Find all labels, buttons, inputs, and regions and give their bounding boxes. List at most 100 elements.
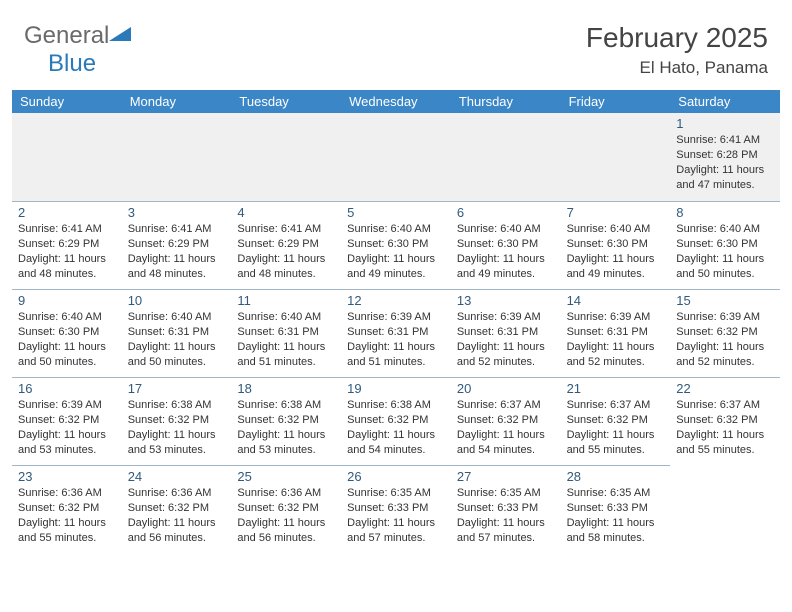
location: El Hato, Panama [586, 58, 768, 78]
day-details: Sunrise: 6:36 AMSunset: 6:32 PMDaylight:… [18, 486, 116, 545]
day-details: Sunrise: 6:41 AMSunset: 6:28 PMDaylight:… [676, 133, 774, 192]
day-11: 11Sunrise: 6:40 AMSunset: 6:31 PMDayligh… [231, 289, 341, 377]
calendar: SundayMondayTuesdayWednesdayThursdayFrid… [12, 90, 780, 553]
day-6: 6 Sunrise: 6:40 AMSunset: 6:30 PMDaylight… [451, 201, 561, 289]
empty-cell [341, 113, 451, 201]
day-number: 21 [567, 381, 665, 396]
day-19: 19 Sunrise: 6:38 AMSunset: 6:32 PMDayligh… [341, 377, 451, 465]
day-number: 24 [128, 469, 226, 484]
week-row: 2Sunrise: 6:41 AMSunset: 6:29 PMDaylight… [12, 201, 780, 289]
day-details: Sunrise: 6:39 AMSunset: 6:32 PMDaylight:… [18, 398, 116, 457]
day-number: 5 [347, 205, 445, 220]
day-details: Sunrise: 6:40 AMSunset: 6:30 PMDaylight:… [567, 222, 665, 281]
day-details: Sunrise: 6:37 AMSunset: 6:32 PMDaylight:… [676, 398, 774, 457]
day-number: 23 [18, 469, 116, 484]
day-number: 16 [18, 381, 116, 396]
day-details: Sunrise: 6:40 AMSunset: 6:31 PMDaylight:… [128, 310, 226, 369]
dow-friday: Friday [561, 90, 671, 113]
day-number: 7 [567, 205, 665, 220]
month-title: February 2025 [586, 22, 768, 54]
dow-monday: Monday [122, 90, 232, 113]
dow-saturday: Saturday [670, 90, 780, 113]
empty-cell [451, 113, 561, 201]
day-number: 25 [237, 469, 335, 484]
day-number: 19 [347, 381, 445, 396]
day-number: 6 [457, 205, 555, 220]
day-22: 22 Sunrise: 6:37 AMSunset: 6:32 PMDayligh… [670, 377, 780, 465]
day-details: Sunrise: 6:38 AMSunset: 6:32 PMDaylight:… [237, 398, 335, 457]
empty-cell [231, 113, 341, 201]
day-details: Sunrise: 6:39 AMSunset: 6:31 PMDaylight:… [457, 310, 555, 369]
day-number: 11 [237, 293, 335, 308]
day-number: 22 [676, 381, 774, 396]
day-details: Sunrise: 6:40 AMSunset: 6:30 PMDaylight:… [18, 310, 116, 369]
day-of-week-row: SundayMondayTuesdayWednesdayThursdayFrid… [12, 90, 780, 113]
day-25: 25 Sunrise: 6:36 AMSunset: 6:32 PMDayligh… [231, 465, 341, 553]
day-28: 28 Sunrise: 6:35 AMSunset: 6:33 PMDayligh… [561, 465, 671, 553]
day-details: Sunrise: 6:35 AMSunset: 6:33 PMDaylight:… [347, 486, 445, 545]
day-17: 17Sunrise: 6:38 AMSunset: 6:32 PMDayligh… [122, 377, 232, 465]
day-details: Sunrise: 6:36 AMSunset: 6:32 PMDaylight:… [128, 486, 226, 545]
day-details: Sunrise: 6:40 AMSunset: 6:30 PMDaylight:… [676, 222, 774, 281]
day-20: 20 Sunrise: 6:37 AMSunset: 6:32 PMDayligh… [451, 377, 561, 465]
day-details: Sunrise: 6:37 AMSunset: 6:32 PMDaylight:… [457, 398, 555, 457]
day-5: 5 Sunrise: 6:40 AMSunset: 6:30 PMDaylight… [341, 201, 451, 289]
day-number: 9 [18, 293, 116, 308]
day-7: 7 Sunrise: 6:40 AMSunset: 6:30 PMDaylight… [561, 201, 671, 289]
day-number: 13 [457, 293, 555, 308]
week-row: 16 Sunrise: 6:39 AMSunset: 6:32 PMDayligh… [12, 377, 780, 465]
logo: General [24, 22, 131, 50]
day-number: 4 [237, 205, 335, 220]
day-number: 15 [676, 293, 774, 308]
day-details: Sunrise: 6:40 AMSunset: 6:30 PMDaylight:… [457, 222, 555, 281]
day-23: 23 Sunrise: 6:36 AMSunset: 6:32 PMDayligh… [12, 465, 122, 553]
day-number: 1 [676, 116, 774, 131]
empty-cell [561, 113, 671, 201]
day-number: 26 [347, 469, 445, 484]
logo-triangle-icon [109, 25, 131, 48]
day-number: 28 [567, 469, 665, 484]
week-row: 9 Sunrise: 6:40 AMSunset: 6:30 PMDaylight… [12, 289, 780, 377]
day-number: 10 [128, 293, 226, 308]
dow-tuesday: Tuesday [231, 90, 341, 113]
day-details: Sunrise: 6:41 AMSunset: 6:29 PMDaylight:… [18, 222, 116, 281]
day-13: 13 Sunrise: 6:39 AMSunset: 6:31 PMDayligh… [451, 289, 561, 377]
empty-cell [12, 113, 122, 201]
dow-thursday: Thursday [451, 90, 561, 113]
logo-text-dark: General [24, 22, 109, 50]
day-details: Sunrise: 6:36 AMSunset: 6:32 PMDaylight:… [237, 486, 335, 545]
empty-cell [122, 113, 232, 201]
dow-wednesday: Wednesday [341, 90, 451, 113]
day-details: Sunrise: 6:39 AMSunset: 6:31 PMDaylight:… [567, 310, 665, 369]
day-24: 24 Sunrise: 6:36 AMSunset: 6:32 PMDayligh… [122, 465, 232, 553]
weeks-container: 1 Sunrise: 6:41 AMSunset: 6:28 PMDaylight… [12, 113, 780, 553]
day-details: Sunrise: 6:40 AMSunset: 6:30 PMDaylight:… [347, 222, 445, 281]
day-12: 12 Sunrise: 6:39 AMSunset: 6:31 PMDayligh… [341, 289, 451, 377]
day-9: 9 Sunrise: 6:40 AMSunset: 6:30 PMDaylight… [12, 289, 122, 377]
day-26: 26 Sunrise: 6:35 AMSunset: 6:33 PMDayligh… [341, 465, 451, 553]
day-15: 15 Sunrise: 6:39 AMSunset: 6:32 PMDayligh… [670, 289, 780, 377]
day-4: 4 Sunrise: 6:41 AMSunset: 6:29 PMDaylight… [231, 201, 341, 289]
day-16: 16 Sunrise: 6:39 AMSunset: 6:32 PMDayligh… [12, 377, 122, 465]
day-details: Sunrise: 6:41 AMSunset: 6:29 PMDaylight:… [237, 222, 335, 281]
day-27: 27 Sunrise: 6:35 AMSunset: 6:33 PMDayligh… [451, 465, 561, 553]
day-details: Sunrise: 6:35 AMSunset: 6:33 PMDaylight:… [567, 486, 665, 545]
day-details: Sunrise: 6:38 AMSunset: 6:32 PMDaylight:… [128, 398, 226, 457]
day-10: 10 Sunrise: 6:40 AMSunset: 6:31 PMDayligh… [122, 289, 232, 377]
day-21: 21Sunrise: 6:37 AMSunset: 6:32 PMDayligh… [561, 377, 671, 465]
day-details: Sunrise: 6:41 AMSunset: 6:29 PMDaylight:… [128, 222, 226, 281]
day-3: 3Sunrise: 6:41 AMSunset: 6:29 PMDaylight… [122, 201, 232, 289]
dow-sunday: Sunday [12, 90, 122, 113]
day-8: 8 Sunrise: 6:40 AMSunset: 6:30 PMDaylight… [670, 201, 780, 289]
day-details: Sunrise: 6:39 AMSunset: 6:31 PMDaylight:… [347, 310, 445, 369]
day-number: 8 [676, 205, 774, 220]
day-number: 20 [457, 381, 555, 396]
day-number: 12 [347, 293, 445, 308]
day-details: Sunrise: 6:39 AMSunset: 6:32 PMDaylight:… [676, 310, 774, 369]
day-1: 1 Sunrise: 6:41 AMSunset: 6:28 PMDaylight… [670, 113, 780, 201]
header: General February 2025 El Hato, Panama [0, 0, 792, 84]
day-details: Sunrise: 6:35 AMSunset: 6:33 PMDaylight:… [457, 486, 555, 545]
day-18: 18Sunrise: 6:38 AMSunset: 6:32 PMDayligh… [231, 377, 341, 465]
day-number: 27 [457, 469, 555, 484]
day-details: Sunrise: 6:38 AMSunset: 6:32 PMDaylight:… [347, 398, 445, 457]
